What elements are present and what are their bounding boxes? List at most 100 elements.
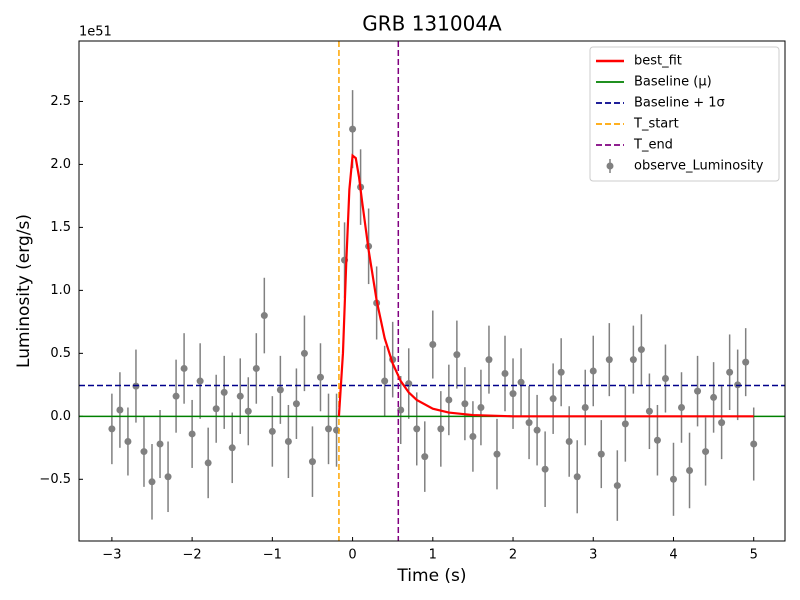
- data-point: [597, 450, 605, 458]
- data-point: [236, 392, 244, 400]
- data-point: [678, 403, 686, 411]
- data-point: [260, 312, 268, 320]
- legend-label: observe_Luminosity: [634, 159, 764, 174]
- plot-area: [79, 41, 785, 541]
- x-tick-label: −1: [263, 548, 282, 563]
- chart-title: GRB 131004A: [362, 12, 502, 36]
- legend-label: best_fit: [634, 54, 682, 69]
- data-point: [469, 432, 477, 440]
- data-point: [172, 392, 180, 400]
- y-tick-label: 2.0: [50, 157, 71, 172]
- data-point: [509, 390, 517, 398]
- y-offset-label: 1e51: [79, 25, 112, 40]
- data-point: [501, 369, 509, 377]
- x-tick-label: −2: [183, 548, 202, 563]
- data-point: [437, 425, 445, 433]
- data-point: [156, 440, 164, 448]
- data-point: [196, 377, 204, 385]
- data-point: [148, 478, 156, 486]
- data-point: [565, 438, 573, 446]
- x-tick-label: 3: [589, 548, 597, 563]
- data-point: [541, 465, 549, 473]
- x-tick-label: 2: [509, 548, 517, 563]
- data-point: [325, 425, 333, 433]
- x-tick-label: 4: [669, 548, 677, 563]
- data-point: [621, 420, 629, 428]
- data-point: [726, 368, 734, 376]
- y-tick-label: 0.5: [50, 346, 71, 361]
- data-point: [750, 440, 758, 448]
- y-tick-label: 0.0: [50, 409, 71, 424]
- data-point: [702, 448, 710, 456]
- data-point: [108, 425, 116, 433]
- data-point: [292, 400, 300, 408]
- data-point: [140, 448, 148, 456]
- data-point: [661, 375, 669, 383]
- data-point: [164, 473, 172, 481]
- legend-label: T_start: [633, 117, 679, 132]
- data-point: [124, 438, 132, 446]
- data-point: [517, 378, 525, 386]
- data-point: [381, 377, 389, 385]
- x-axis-label: Time (s): [396, 566, 466, 586]
- data-point: [180, 364, 188, 372]
- data-point: [276, 386, 284, 394]
- y-tick-label: 2.5: [50, 94, 71, 109]
- y-tick-label: −0.5: [39, 472, 71, 487]
- fit-curve: [337, 153, 754, 418]
- data-point: [629, 356, 637, 364]
- data-point: [605, 356, 613, 364]
- data-point: [718, 419, 726, 427]
- x-tick-label: 1: [429, 548, 437, 563]
- data-point: [429, 341, 437, 349]
- data-point: [188, 430, 196, 438]
- data-point: [669, 475, 677, 483]
- legend-swatch: [606, 162, 614, 170]
- data-point: [268, 427, 276, 435]
- data-point: [228, 444, 236, 452]
- data-point: [421, 453, 429, 461]
- data-point: [742, 358, 750, 366]
- data-point: [557, 368, 565, 376]
- x-tick-label: 5: [750, 548, 758, 563]
- data-point: [477, 403, 485, 411]
- plot-frame: [78, 40, 786, 542]
- data-point: [212, 405, 220, 413]
- data-point: [308, 458, 316, 466]
- y-tick-label: 1.5: [50, 220, 71, 235]
- legend-box: [589, 46, 780, 182]
- data-point: [637, 346, 645, 354]
- y-axis-label: Luminosity (erg/s): [14, 214, 34, 368]
- data-point: [710, 393, 718, 401]
- data-point: [573, 473, 581, 481]
- legend-label: Baseline (μ): [634, 75, 712, 90]
- data-point: [485, 356, 493, 364]
- data-point: [284, 438, 292, 446]
- data-point: [653, 436, 661, 444]
- data-point: [252, 364, 260, 372]
- data-point: [316, 373, 324, 381]
- legend-label: Baseline + 1σ: [634, 96, 725, 111]
- data-point: [525, 419, 533, 427]
- data-point: [549, 395, 557, 403]
- data-point: [116, 406, 124, 414]
- legend-label: T_end: [633, 138, 673, 153]
- data-point: [220, 388, 228, 396]
- data-point: [204, 459, 212, 467]
- data-point: [645, 407, 653, 415]
- x-tick-label: −3: [102, 548, 121, 563]
- data-point: [445, 396, 453, 404]
- data-point: [300, 349, 308, 357]
- y-tick-label: 1.0: [50, 283, 71, 298]
- x-tick-label: 0: [348, 548, 356, 563]
- data-point: [686, 466, 694, 474]
- data-point: [613, 482, 621, 490]
- data-point: [694, 387, 702, 395]
- data-point: [493, 450, 501, 458]
- data-point: [244, 407, 252, 415]
- data-point: [413, 425, 421, 433]
- data-point: [589, 367, 597, 375]
- data-point: [349, 125, 357, 133]
- data-point: [461, 400, 469, 408]
